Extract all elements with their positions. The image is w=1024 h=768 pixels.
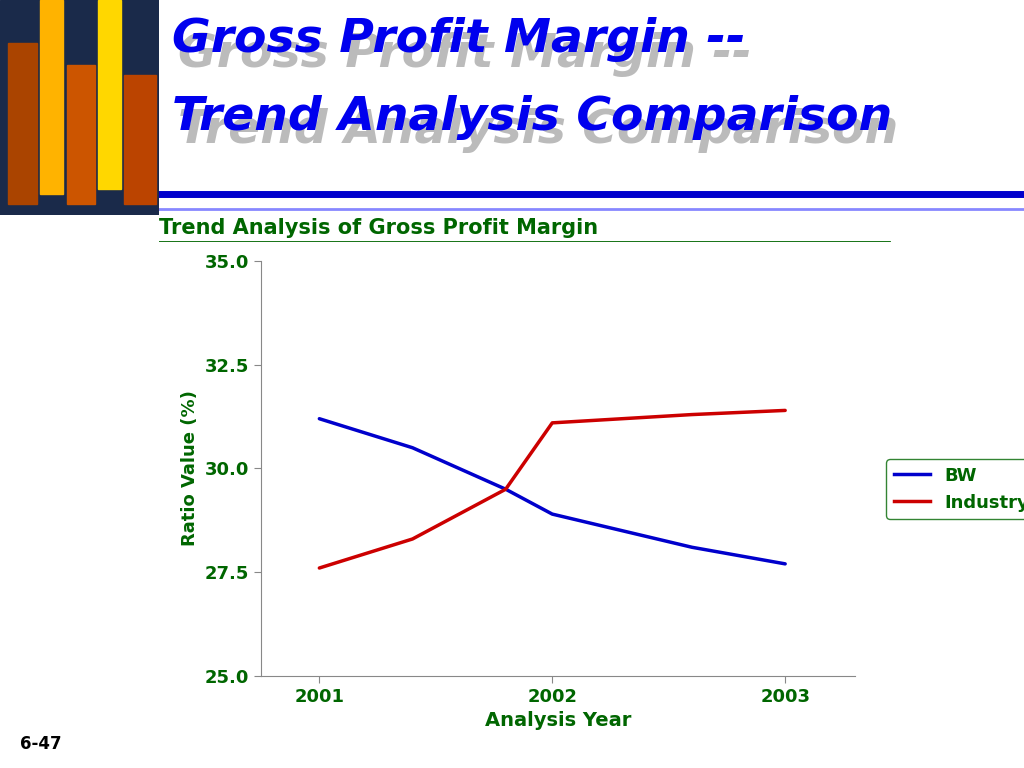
Y-axis label: Ratio Value (%): Ratio Value (%) (181, 391, 200, 546)
Text: Gross Profit Margin --: Gross Profit Margin -- (172, 17, 745, 62)
Bar (124, 75, 156, 204)
Text: Trend Analysis of Gross Profit Margin: Trend Analysis of Gross Profit Margin (159, 218, 598, 238)
Legend: BW, Industry: BW, Industry (887, 459, 1024, 519)
Bar (8, 43, 37, 204)
Bar (98, 0, 121, 189)
Text: 6-47: 6-47 (20, 735, 62, 753)
X-axis label: Analysis Year: Analysis Year (485, 711, 631, 730)
Text: Trend Analysis Comparison: Trend Analysis Comparison (172, 94, 892, 140)
Text: Gross Profit Margin --: Gross Profit Margin -- (178, 32, 752, 78)
Text: Trend Analysis Comparison: Trend Analysis Comparison (178, 108, 898, 153)
Bar (40, 0, 63, 194)
Bar (67, 65, 95, 204)
